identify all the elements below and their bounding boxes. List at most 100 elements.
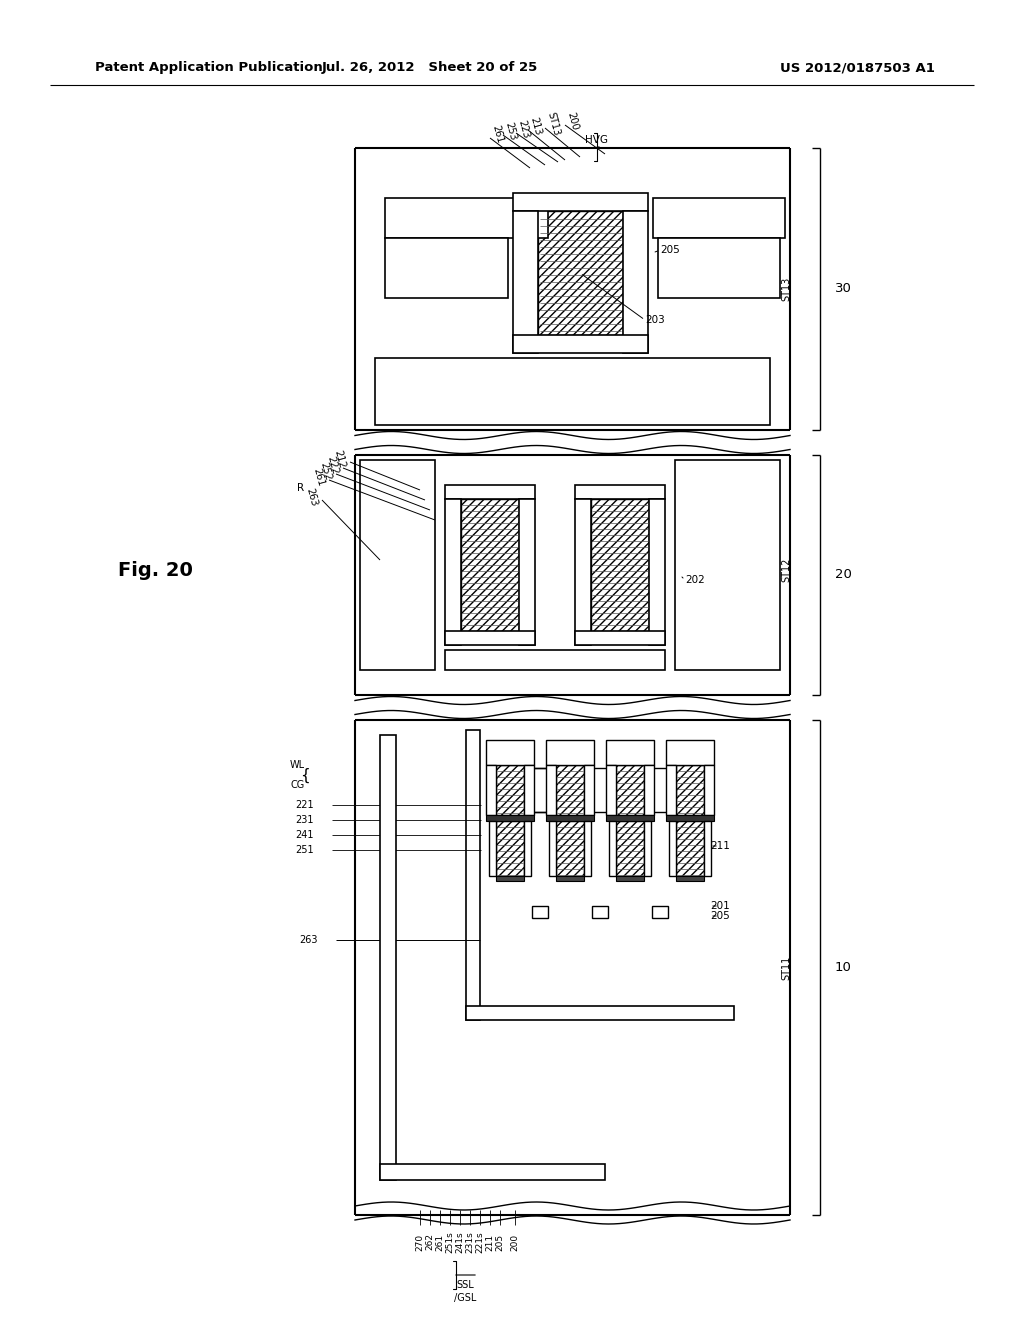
Bar [676,766,705,814]
Text: 231: 231 [296,814,314,825]
Text: HVG: HVG [585,135,608,145]
Bar [375,358,770,425]
Bar [519,499,535,645]
Bar [666,766,676,814]
Text: 213: 213 [528,116,543,136]
Bar [496,876,524,880]
Bar [445,649,665,671]
Text: 261: 261 [435,1233,444,1250]
Text: 261: 261 [490,124,505,144]
Bar [623,211,647,352]
Bar [524,821,531,876]
Bar [538,211,623,335]
Text: 252: 252 [318,461,333,482]
Text: 253: 253 [503,120,517,141]
Bar [512,335,647,352]
Bar [591,499,649,631]
Text: 241: 241 [296,830,314,840]
Bar [644,766,654,814]
Bar [675,459,780,671]
Text: 241s: 241s [456,1232,465,1253]
Text: 205: 205 [710,911,730,921]
Text: 202: 202 [685,576,705,585]
Bar [666,814,714,821]
Bar [657,238,780,298]
Text: 231s: 231s [466,1232,474,1253]
Bar [466,1006,734,1020]
Text: 261: 261 [311,467,326,487]
Text: {: { [300,767,310,783]
Bar [489,821,496,876]
Text: 201: 201 [710,902,730,911]
Bar [532,906,548,917]
Bar [380,735,396,1180]
Bar [385,238,508,298]
Bar [360,459,435,671]
Bar [466,730,480,1020]
Bar [512,211,538,352]
Text: Jul. 26, 2012   Sheet 20 of 25: Jul. 26, 2012 Sheet 20 of 25 [322,62,539,74]
Bar [546,814,594,821]
Bar [486,741,534,766]
Bar [616,821,644,876]
Text: 211: 211 [710,841,730,851]
Bar [486,766,496,814]
Bar [486,814,534,821]
Text: ST12: ST12 [781,558,791,582]
Text: Patent Application Publication: Patent Application Publication [95,62,323,74]
Bar [606,741,654,766]
Bar [649,499,665,645]
Bar [575,499,591,645]
Bar [512,193,647,211]
Text: 200: 200 [511,1233,519,1250]
Bar [556,876,584,880]
Bar [652,906,668,917]
Text: 10: 10 [835,961,852,974]
Text: 251s: 251s [445,1232,455,1253]
Bar [676,821,705,876]
Text: 212: 212 [332,449,346,470]
Text: CG: CG [291,780,305,789]
Bar [556,766,584,814]
Text: SSL: SSL [456,1280,474,1290]
Text: R: R [297,483,304,492]
Text: 223: 223 [516,119,530,140]
Bar [445,631,535,645]
Text: ST13: ST13 [545,111,561,137]
Bar [606,814,654,821]
Bar [676,876,705,880]
Bar [546,741,594,766]
Bar [705,766,714,814]
Text: 263: 263 [299,935,318,945]
Bar [380,1164,605,1180]
Text: US 2012/0187503 A1: US 2012/0187503 A1 [780,62,935,74]
Bar [556,821,584,876]
Text: ST11: ST11 [781,956,791,979]
Bar [549,821,556,876]
Text: 222: 222 [325,454,340,475]
Text: 205: 205 [496,1233,505,1250]
Bar [524,766,534,814]
Text: 270: 270 [416,1233,425,1250]
Text: 221: 221 [295,800,314,810]
Text: WL: WL [290,760,305,770]
Bar [592,906,608,917]
Bar [616,876,644,880]
Bar [666,741,714,766]
Text: 205: 205 [660,246,680,255]
Bar [609,821,616,876]
Text: 262: 262 [426,1233,434,1250]
Bar [385,198,548,238]
Bar [445,499,461,645]
Text: 211: 211 [485,1233,495,1250]
Text: 200: 200 [565,111,580,131]
Bar [584,821,591,876]
Text: 263: 263 [304,487,318,507]
Text: 30: 30 [835,282,852,296]
Text: 20: 20 [835,569,852,582]
Bar [616,766,644,814]
Bar [705,821,711,876]
Text: Fig. 20: Fig. 20 [118,561,193,579]
Text: 203: 203 [645,315,665,325]
Text: 251: 251 [295,845,314,855]
